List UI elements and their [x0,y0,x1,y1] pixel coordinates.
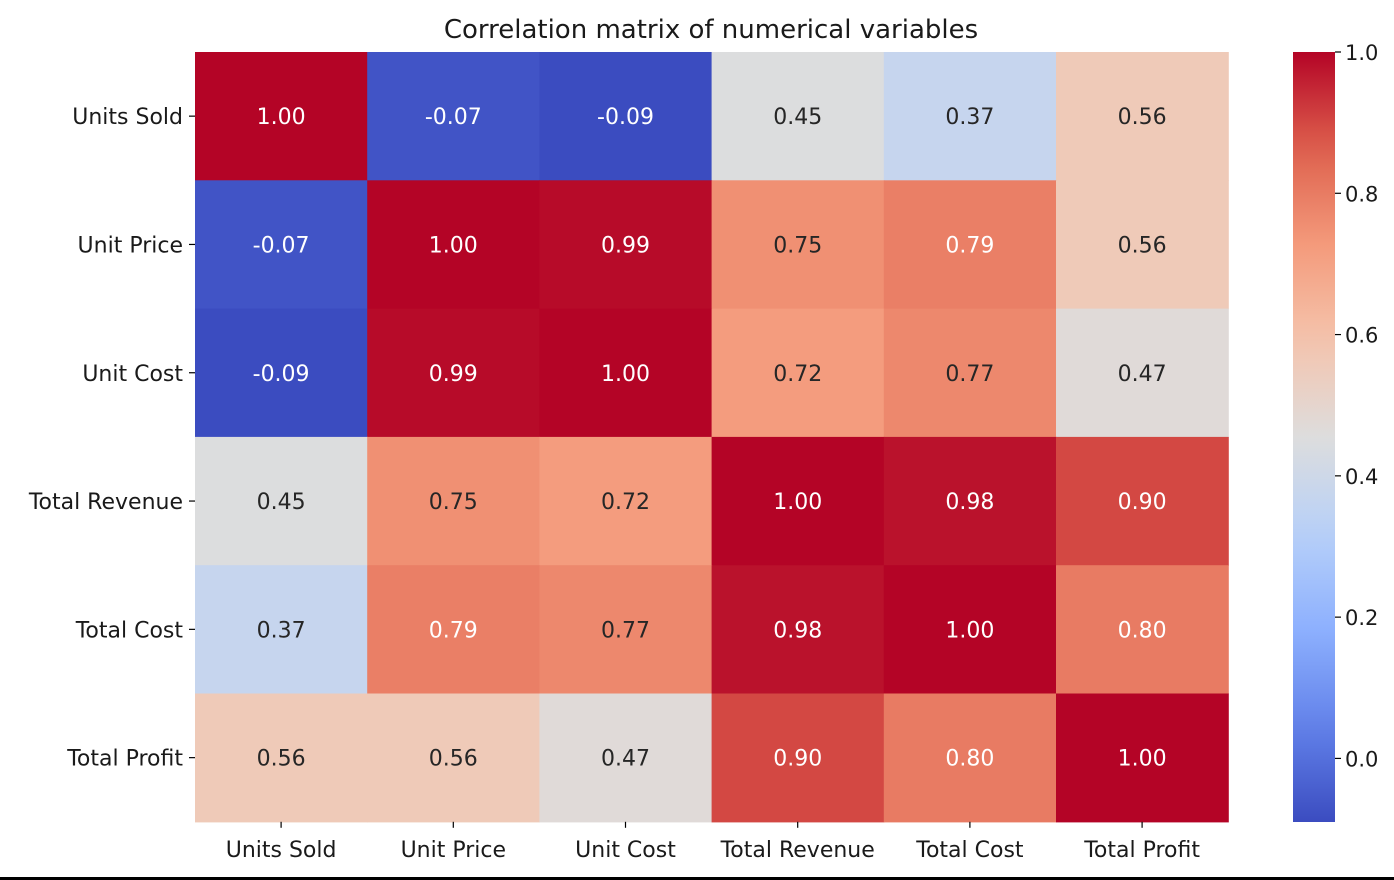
y-tick-label: Total Revenue [28,490,183,515]
cell-value-label: 0.90 [773,747,822,772]
heatmap-cell [883,565,1057,695]
cell-value-label: 0.72 [773,362,822,387]
cell-value-label: 0.98 [945,490,994,515]
heatmap-cell [195,436,368,566]
heatmap-cells [195,52,1229,823]
heatmap-cell [195,308,368,438]
x-tick-label: Unit Cost [575,838,676,863]
chart-title: Correlation matrix of numerical variable… [444,15,978,45]
y-tick-label: Total Profit [66,747,183,772]
colorbar-tick-label: 0.4 [1345,465,1378,489]
heatmap-cell [195,693,368,823]
heatmap-cell [367,436,540,566]
cell-value-label: 0.75 [429,490,478,515]
cell-value-label: 1.00 [429,233,478,258]
heatmap-cell [711,180,885,310]
cell-value-label: 0.75 [773,233,822,258]
bottom-border [0,877,1394,880]
heatmap-cell [883,180,1057,310]
heatmap-cell [883,52,1057,181]
heatmap-cell [539,565,713,695]
x-tick-label: Total Cost [915,838,1024,863]
heatmap-cell [1056,52,1229,181]
colorbar-tick-label: 0.8 [1345,182,1378,206]
cell-value-label: 0.77 [601,618,650,643]
cell-value-label: 0.56 [257,747,306,772]
cell-value-label: 0.77 [945,362,994,387]
cell-value-label: 0.90 [1118,490,1167,515]
heatmap-cell [883,693,1057,823]
heatmap-cell [711,308,885,438]
heatmap-cell [711,565,885,695]
heatmap-cell [367,52,540,181]
cell-value-label: 0.99 [601,233,650,258]
cell-value-label: 0.45 [257,490,306,515]
heatmap-cell [1056,693,1229,823]
cell-value-label: 1.00 [773,490,822,515]
heatmap-cell [1056,180,1229,310]
cell-value-label: -0.09 [253,362,310,387]
cell-value-label: 0.47 [1118,362,1167,387]
cell-value-label: 1.00 [945,618,994,643]
colorbar-tick-label: 1.0 [1345,41,1378,65]
heatmap-cell [883,308,1057,438]
cell-value-label: -0.07 [253,233,310,258]
heatmap-cell [711,436,885,566]
x-tick-label: Total Profit [1083,838,1200,863]
heatmap-cell [367,565,540,695]
cell-value-label: 0.99 [429,362,478,387]
cell-value-label: 0.37 [945,105,994,130]
cell-value-label: 0.79 [429,618,478,643]
cell-value-label: 0.56 [1118,233,1167,258]
x-tick-label: Total Revenue [720,838,875,863]
cell-value-label: 0.56 [1118,105,1167,130]
cell-value-label: 1.00 [601,362,650,387]
cell-value-label: 0.37 [257,618,306,643]
heatmap-cell [539,52,713,181]
heatmap-cell [711,52,885,181]
y-tick-label: Unit Cost [82,362,183,387]
heatmap-cell [1056,565,1229,695]
cell-value-label: 0.56 [429,747,478,772]
heatmap-cell [539,436,713,566]
heatmap-cell [195,52,368,181]
colorbar: 0.0 0.2 0.4 0.6 0.8 1.0 [1293,41,1378,822]
cell-value-label: 1.00 [257,105,306,130]
cell-value-label: 0.80 [945,747,994,772]
x-axis: Units Sold Unit Price Unit Cost Total Reven… [226,821,1200,863]
heatmap-cell [367,180,540,310]
heatmap-cell [367,693,540,823]
cell-value-label: 0.98 [773,618,822,643]
cell-value-label: -0.07 [425,105,482,130]
cell-value-label: -0.09 [597,105,654,130]
heatmap-cell [195,565,368,695]
y-tick-label: Unit Price [78,233,183,258]
y-tick-label: Units Sold [72,105,183,130]
cell-value-label: 0.79 [945,233,994,258]
colorbar-tick-label: 0.0 [1345,747,1378,771]
heatmap-cell [195,180,368,310]
heatmap-cell [1056,436,1229,566]
heatmap-cell [367,308,540,438]
heatmap-cell [539,693,713,823]
heatmap-cell [1056,308,1229,438]
cell-value-label: 0.45 [773,105,822,130]
cell-value-label: 0.80 [1118,618,1167,643]
cell-value-label: 0.47 [601,747,650,772]
heatmap-cell [539,308,713,438]
heatmap-cell [711,693,885,823]
colorbar-tick-label: 0.6 [1345,324,1378,348]
colorbar-tick-label: 0.2 [1345,606,1378,630]
y-tick-label: Total Cost [75,618,184,643]
cell-value-label: 0.72 [601,490,650,515]
y-axis: Units Sold Unit Price Unit Cost Total Reven… [28,105,195,772]
x-tick-label: Units Sold [226,838,337,863]
heatmap-cell [883,436,1057,566]
x-tick-label: Unit Price [401,838,506,863]
heatmap-cell [539,180,713,310]
colorbar-gradient [1293,52,1335,822]
cell-value-label: 1.00 [1118,747,1167,772]
heatmap-cell-labels: 1.00 -0.07 -0.09 0.45 0.37 0.56 -0.07 1.00 0.99 0… [253,105,1167,772]
